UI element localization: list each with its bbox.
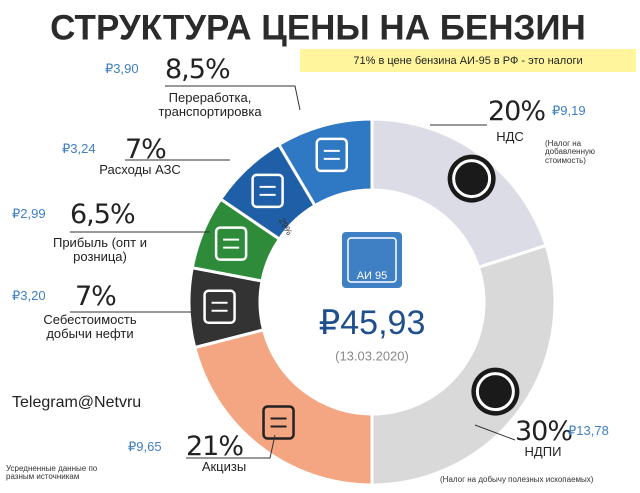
segment-icon <box>475 372 515 412</box>
category-label: Переработка, транспортировка <box>158 90 262 119</box>
donut-segment <box>276 117 374 208</box>
leader-line <box>70 295 193 313</box>
value-label: 7% <box>75 281 117 312</box>
fuel-badge-label: АИ 95 <box>357 270 388 282</box>
segment-icon <box>214 226 248 261</box>
fuel-badge-inner <box>347 237 397 283</box>
leader-line <box>186 434 276 459</box>
price-label: ₽9,19 <box>552 103 586 118</box>
price-label: ₽3,24 <box>62 141 96 156</box>
category-label: НДПИ <box>524 444 562 459</box>
value-label: 21% <box>186 431 244 462</box>
segment-icon <box>203 289 236 325</box>
center-total: ₽45,93 <box>319 304 426 342</box>
subtitle-box <box>300 49 636 72</box>
value-label: 8,5% <box>165 54 231 85</box>
price-label: ₽9,65 <box>128 439 162 454</box>
segment-icon <box>262 405 295 440</box>
watermark: Telegram@Netvru <box>12 394 142 411</box>
fuel-badge <box>342 232 402 288</box>
value-label: 7% <box>125 134 167 165</box>
value-label: 30% <box>515 416 573 447</box>
segment-icon <box>315 137 349 173</box>
leader-line <box>165 85 301 111</box>
subtitle: 71% в цене бензина АИ-95 в РФ - это нало… <box>353 55 582 67</box>
price-label: ₽2,99 <box>12 206 46 221</box>
ndpi-note: (Налог на добычу полезных ископаемых) <box>440 475 594 484</box>
value-label: 20% <box>488 96 546 127</box>
category-label: Акцизы <box>201 459 247 474</box>
leader-line <box>474 424 516 441</box>
category-label: НДС <box>496 129 524 144</box>
center-date: (13.03.2020) <box>335 348 409 363</box>
source-note: Усредненные данные по разным источникам <box>6 464 98 482</box>
donut-segment <box>370 243 557 487</box>
price-label: ₽3,90 <box>105 61 139 76</box>
price-label: ₽3,20 <box>12 288 46 303</box>
segment-icon <box>251 173 284 209</box>
category-label: Себестоимость добычи нефти <box>43 312 137 341</box>
value-label: 6,5% <box>70 199 136 230</box>
category-label: Прибыль (опт и розница) <box>52 235 148 264</box>
category-label: Расходы АЗС <box>99 162 181 177</box>
segment-icon <box>452 159 492 199</box>
nds-note: (Налог на добавленную стоимость) <box>545 139 595 165</box>
price-label: ₽13,78 <box>568 423 609 438</box>
chart-title: СТРУКТУРА ЦЕНЫ НА БЕНЗИН <box>50 8 586 47</box>
